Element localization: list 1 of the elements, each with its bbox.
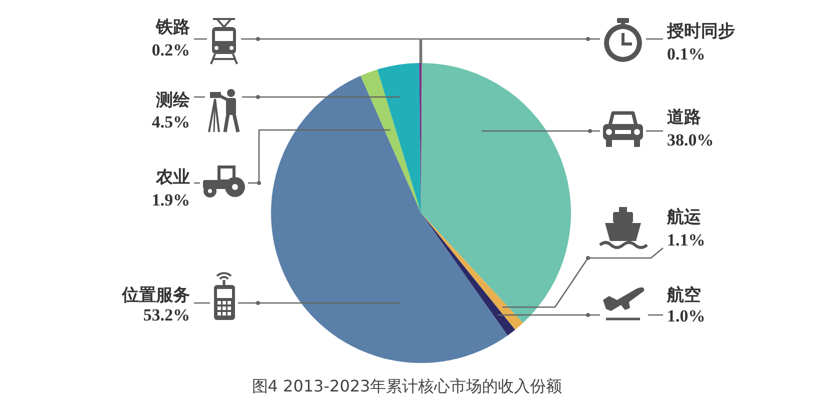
annotation: 图4 2013-2023年累计核心市场的收入份额 [252, 376, 562, 396]
